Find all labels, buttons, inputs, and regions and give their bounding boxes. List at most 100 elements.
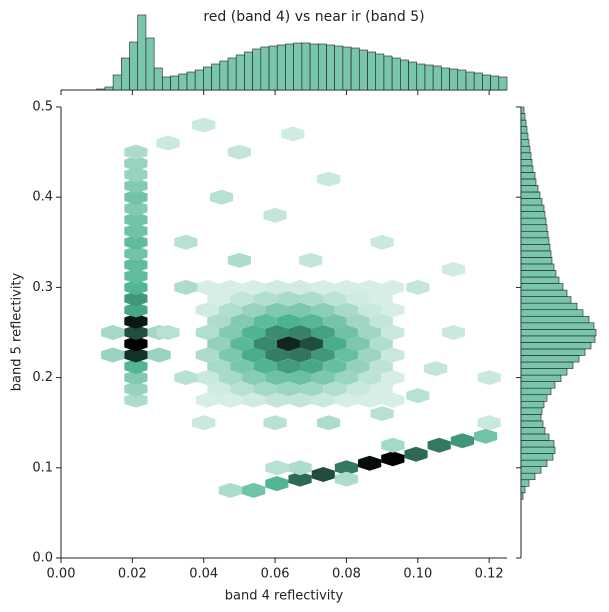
hexbin-cell [317,171,341,187]
y-marginal-bar [520,453,554,461]
x-marginal-bar [260,46,270,91]
hexbin-cell [370,234,394,250]
hexbin-cell [276,336,301,352]
x-marginal-bar [227,57,237,91]
hexbin-cell [323,336,347,352]
hexbin-cell [358,325,382,340]
hexbin-cell [346,381,370,397]
x-marginal-bar [342,46,352,91]
hexbin-cell [265,347,289,363]
hexbin-cell [253,291,277,307]
x-marginal-bar [285,43,294,91]
x-marginal-bar [424,64,434,91]
hexbin-cell [253,336,277,352]
hexbin-cell [218,482,243,498]
x-marginal-bar [293,42,303,91]
hexbin-cell [156,325,180,340]
hexbin-cell [406,388,430,404]
hexbin-cell [242,347,266,363]
y-marginal-bar [520,427,546,435]
y-marginal-bar [520,322,595,330]
y-marginal-bar [520,446,556,454]
x-marginal-bar [350,47,360,91]
hexbin-cell [218,279,243,295]
hexbin-cell [147,347,171,363]
hexbin-cell [265,279,289,295]
y-marginal-bar [520,407,543,415]
hexbin-cell [124,246,148,262]
hexbin-cell [300,291,324,307]
hexbin-cell [369,291,393,307]
y-tick-label: 0.4 [32,190,53,205]
hexbin-cell [253,358,277,374]
y-marginal-bar [520,329,597,337]
hexbin-cell [300,358,324,374]
x-marginal-bar [137,14,147,91]
y-marginal-bar [520,309,584,317]
hexbin-cell [441,325,466,340]
x-marginal-bar [309,43,319,91]
hexbin-cell [209,189,234,205]
y-marginal-bar [520,139,530,147]
x-marginal-bar [219,60,229,91]
hexbin-cell [265,460,289,476]
hexbin-cell [406,279,430,295]
x-axis-label: band 4 reflectivity [225,589,344,604]
hexbin-cell [124,268,148,284]
hexbin-cell [424,361,448,377]
y-marginal-bar [520,230,549,239]
hexbin-cell [300,313,324,329]
hexbin-cell [311,347,335,363]
hexbin-cell [242,370,266,386]
x-marginal-bar [498,76,508,91]
hexbin-cell [334,370,359,386]
y-marginal-bar [520,132,529,140]
y-marginal-bar [520,394,548,402]
y-marginal-bar [520,479,530,487]
y-marginal-bar [520,204,545,212]
hexbin-cell [218,325,243,340]
x-marginal-bar [194,69,204,91]
hexbin-cell [276,381,301,397]
hexbin-cell [124,144,148,160]
hexbin-cell [334,302,359,318]
hexbin-cell [253,313,277,329]
hexbin-cell [230,381,254,397]
hexbin-cell [346,313,370,329]
y-marginal-bar [520,159,533,167]
hexbin-cell [311,392,335,408]
hexbin-cell [227,144,251,160]
chart-title: red (band 4) vs near ir (band 5) [203,9,424,25]
x-marginal-bar [358,49,368,91]
hexbin-cell [334,347,359,363]
hexbin-cell [265,392,289,408]
y-marginal-bar [520,217,547,226]
hexbin-cell [281,126,305,142]
y-marginal-bar [520,472,536,481]
hexbin-cell [101,347,125,363]
y-marginal-bar [520,485,526,494]
hexbin-cell [276,358,301,374]
y-marginal-bar [520,145,531,154]
hexbin-cell [358,279,382,295]
hexbin-cell [124,189,148,205]
hexbin-cell [227,252,251,268]
x-marginal-bar [432,65,442,91]
x-marginal-bar [178,73,188,91]
y-marginal-bar [520,152,532,160]
hexbin-cell [358,370,382,386]
hexbin-cell [195,302,219,318]
hexbin-cell [124,313,148,329]
x-marginal-bar [276,44,286,91]
x-marginal-bar [383,55,393,91]
hexbin-cell [441,261,466,277]
hexbin-cell [192,117,216,133]
hexbin-cell [230,336,254,352]
hexbin-cell [195,370,219,386]
hexbin-cell [124,155,148,171]
x-marginal-bar [457,69,467,91]
hexbin-cell [218,347,243,363]
y-marginal-bar [520,342,592,350]
hexbin-cell [124,257,148,273]
hexbin-cell [195,325,219,340]
